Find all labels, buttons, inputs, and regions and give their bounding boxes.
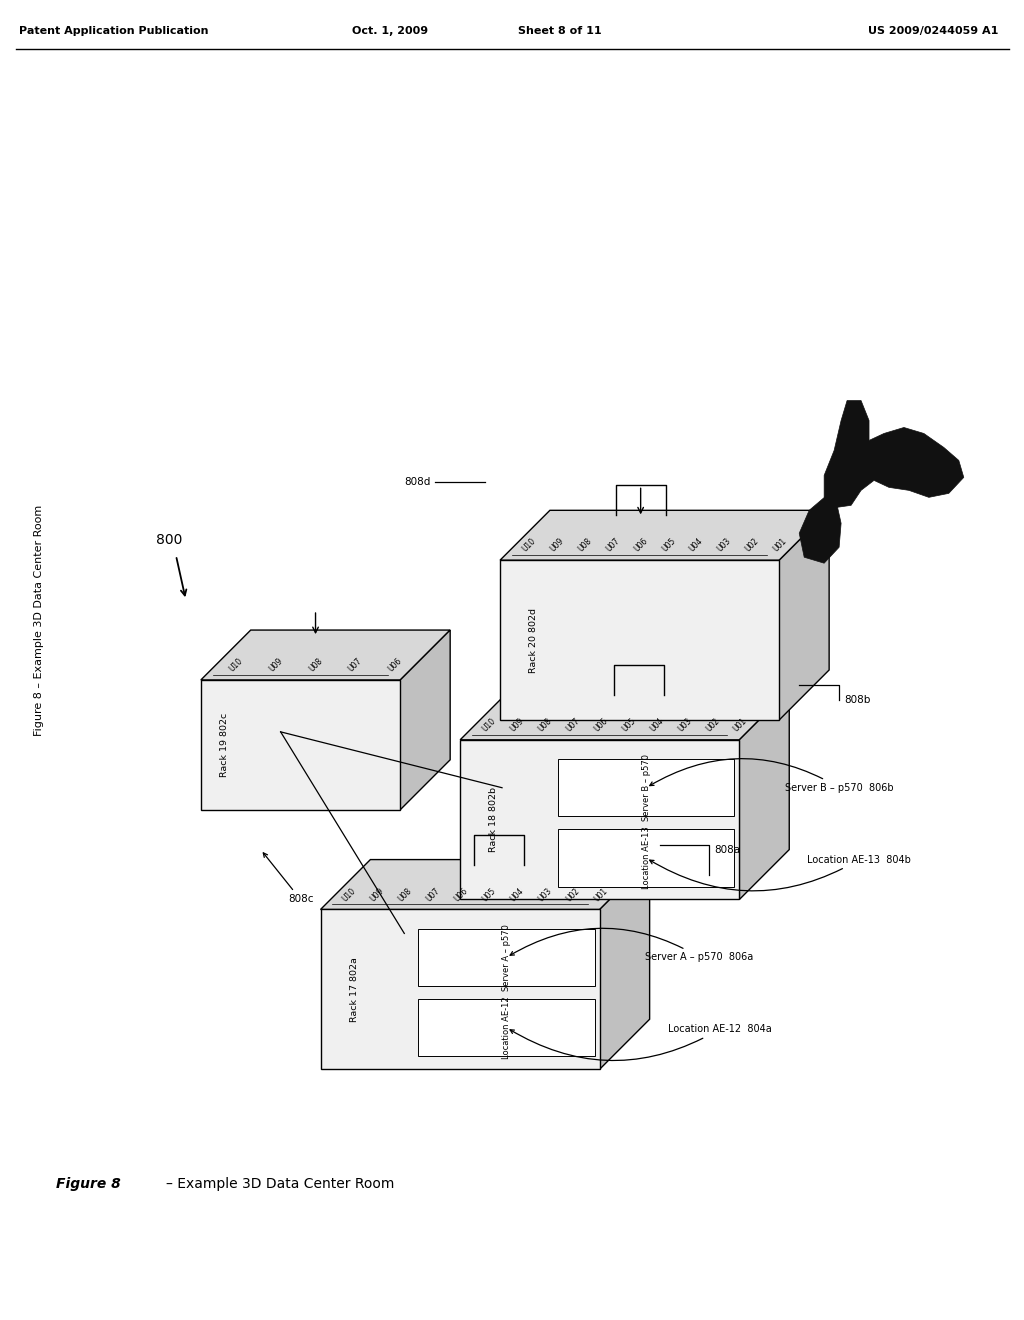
Text: U07: U07 [604, 537, 622, 554]
Text: Figure 8 – Example 3D Data Center Room: Figure 8 – Example 3D Data Center Room [34, 504, 44, 735]
Text: U07: U07 [347, 656, 364, 673]
Text: Figure 8: Figure 8 [56, 1177, 121, 1191]
Text: Server A – p570  806a: Server A – p570 806a [510, 928, 754, 962]
Text: U03: U03 [716, 537, 733, 554]
Text: U10: U10 [341, 886, 358, 903]
Text: U08: U08 [537, 717, 553, 734]
Polygon shape [321, 859, 649, 909]
Text: U03: U03 [537, 886, 554, 903]
Text: U05: U05 [621, 717, 637, 734]
Text: U10: U10 [480, 717, 498, 734]
Text: U10: U10 [520, 537, 538, 554]
Text: U05: U05 [480, 886, 498, 903]
Text: U08: U08 [307, 656, 324, 673]
Text: U01: U01 [772, 537, 788, 554]
Text: U08: U08 [577, 537, 593, 554]
Text: U06: U06 [632, 537, 649, 554]
Text: U04: U04 [688, 537, 706, 554]
Polygon shape [824, 400, 964, 507]
Text: Rack 17 802a: Rack 17 802a [349, 957, 358, 1022]
Text: Rack 19 802c: Rack 19 802c [220, 713, 229, 777]
Text: 808d: 808d [403, 478, 430, 487]
Polygon shape [600, 859, 649, 1069]
Text: U02: U02 [703, 717, 721, 734]
Text: Patent Application Publication: Patent Application Publication [19, 26, 209, 37]
Polygon shape [418, 929, 595, 986]
Text: U03: U03 [676, 717, 693, 734]
Text: U07: U07 [425, 886, 441, 903]
Text: Location AE-13: Location AE-13 [642, 826, 650, 890]
Text: U04: U04 [508, 886, 525, 903]
Polygon shape [558, 829, 734, 887]
Polygon shape [500, 511, 829, 560]
Text: U05: U05 [660, 537, 677, 554]
Text: – Example 3D Data Center Room: – Example 3D Data Center Room [166, 1177, 394, 1191]
Polygon shape [739, 690, 790, 899]
Text: U10: U10 [227, 656, 245, 673]
Polygon shape [779, 511, 829, 719]
Text: U04: U04 [648, 717, 666, 734]
Text: U09: U09 [267, 656, 285, 673]
Text: Sheet 8 of 11: Sheet 8 of 11 [518, 26, 602, 37]
Text: U06: U06 [592, 717, 609, 734]
Polygon shape [321, 909, 600, 1069]
Text: U01: U01 [592, 886, 609, 903]
Text: Oct. 1, 2009: Oct. 1, 2009 [352, 26, 428, 37]
Text: Server B – p570  806b: Server B – p570 806b [650, 759, 893, 793]
Polygon shape [558, 759, 734, 817]
Polygon shape [201, 630, 451, 680]
Text: Location AE-12: Location AE-12 [502, 997, 511, 1059]
Polygon shape [460, 690, 790, 739]
Text: U06: U06 [453, 886, 470, 903]
Text: Rack 18 802b: Rack 18 802b [489, 787, 498, 853]
Text: U01: U01 [732, 717, 749, 734]
Text: US 2009/0244059 A1: US 2009/0244059 A1 [868, 26, 998, 37]
Text: U02: U02 [743, 537, 761, 554]
Text: U09: U09 [548, 537, 565, 554]
Text: Server A – p570: Server A – p570 [502, 924, 511, 991]
Polygon shape [799, 494, 841, 564]
Polygon shape [418, 999, 595, 1056]
Text: U02: U02 [564, 886, 582, 903]
Polygon shape [400, 630, 451, 809]
Text: Server B – p570: Server B – p570 [642, 754, 650, 821]
Text: 808c: 808c [263, 853, 313, 904]
Text: Rack 20 802d: Rack 20 802d [529, 607, 538, 673]
Polygon shape [500, 560, 779, 719]
Text: 800: 800 [156, 533, 182, 548]
Text: U06: U06 [387, 656, 403, 673]
Text: 808b: 808b [844, 694, 870, 705]
Text: U09: U09 [508, 717, 525, 734]
Text: U08: U08 [396, 886, 414, 903]
Text: Location AE-12  804a: Location AE-12 804a [510, 1024, 771, 1060]
Text: Location AE-13  804b: Location AE-13 804b [649, 854, 911, 891]
Polygon shape [460, 739, 739, 899]
Polygon shape [201, 680, 400, 809]
Text: 808a: 808a [715, 845, 740, 854]
Text: U07: U07 [564, 717, 582, 734]
Text: U09: U09 [369, 886, 386, 903]
